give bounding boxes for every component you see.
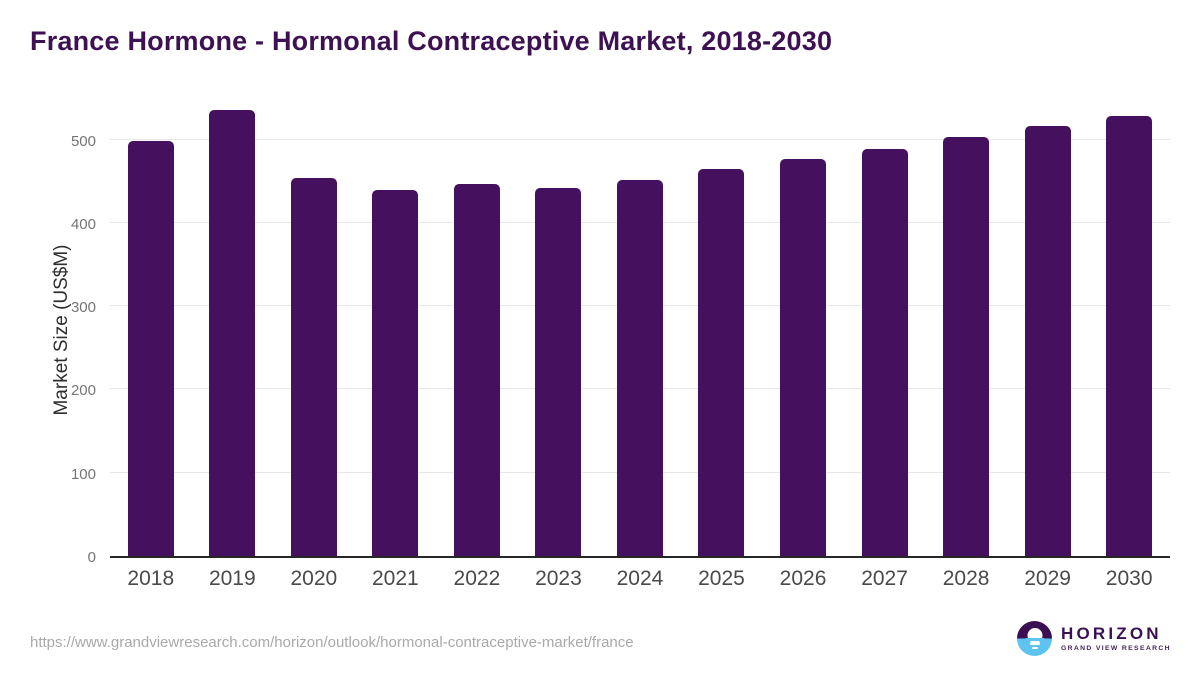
bar-2024[interactable] [616, 179, 663, 556]
x-tick-label-2021: 2021 [372, 567, 419, 590]
sun-icon [1027, 628, 1042, 643]
bar-2028[interactable] [943, 137, 990, 556]
x-tick-label-2020: 2020 [290, 567, 338, 590]
x-tick-label-2024: 2024 [616, 567, 664, 590]
y-tick-label-300: 300 [70, 299, 96, 317]
x-tick-label-2019: 2019 [208, 567, 256, 590]
bar-2023[interactable] [535, 187, 582, 556]
ripple-icon [1029, 642, 1040, 645]
page-title: France Hormone - Hormonal Contraceptive … [30, 26, 833, 56]
bar-2020[interactable] [290, 177, 337, 556]
bar-2018[interactable] [127, 140, 174, 556]
bar-2022[interactable] [453, 183, 500, 556]
logo-text: HORIZON GRAND VIEW RESEARCH [1061, 625, 1171, 652]
y-tick-label-400: 400 [70, 215, 96, 233]
bar-2027[interactable] [861, 148, 908, 556]
gridline-500 [110, 138, 1170, 140]
y-tick-label-500: 500 [70, 132, 96, 150]
plot-area [110, 100, 1170, 558]
y-tick-label-0: 0 [87, 549, 96, 566]
x-tick-label-2018: 2018 [127, 567, 175, 590]
bar-2029[interactable] [1024, 125, 1071, 556]
bar-series [110, 100, 1170, 556]
x-tick-label-2025: 2025 [698, 567, 745, 590]
x-tick-label-2030: 2030 [1105, 567, 1153, 590]
x-tick-label-2026: 2026 [779, 567, 827, 590]
horizon-logo: HORIZON GRAND VIEW RESEARCH [1017, 621, 1171, 656]
bar-2026[interactable] [780, 158, 827, 556]
bar-2019[interactable] [209, 109, 256, 556]
bar-2025[interactable] [698, 168, 745, 556]
ripple-icon [1031, 646, 1038, 649]
horizon-logo-icon [1017, 621, 1052, 656]
logo-name: HORIZON [1061, 624, 1162, 643]
y-tick-label-200: 200 [70, 382, 96, 400]
x-tick-label-2027: 2027 [861, 567, 908, 590]
x-axis-tick-labels: 2018 2019 2020 2021 2022 2023 2024 2025 2026 2027… [110, 567, 1170, 591]
x-tick-label-2023: 2023 [535, 567, 582, 590]
x-tick-label-2022: 2022 [453, 567, 501, 590]
horizon-line-icon [1025, 638, 1044, 641]
x-tick-label-2028: 2028 [942, 567, 990, 590]
source-url: https://www.grandviewresearch.com/horizo… [30, 634, 634, 651]
logo-subtitle: GRAND VIEW RESEARCH [1061, 645, 1171, 652]
y-axis-tick-labels: 0 100 200 300 400 500 [0, 100, 96, 566]
bar-2030[interactable] [1106, 115, 1153, 556]
x-tick-label-2029: 2029 [1024, 567, 1071, 590]
y-tick-label-100: 100 [70, 465, 96, 483]
bar-2021[interactable] [372, 189, 419, 556]
